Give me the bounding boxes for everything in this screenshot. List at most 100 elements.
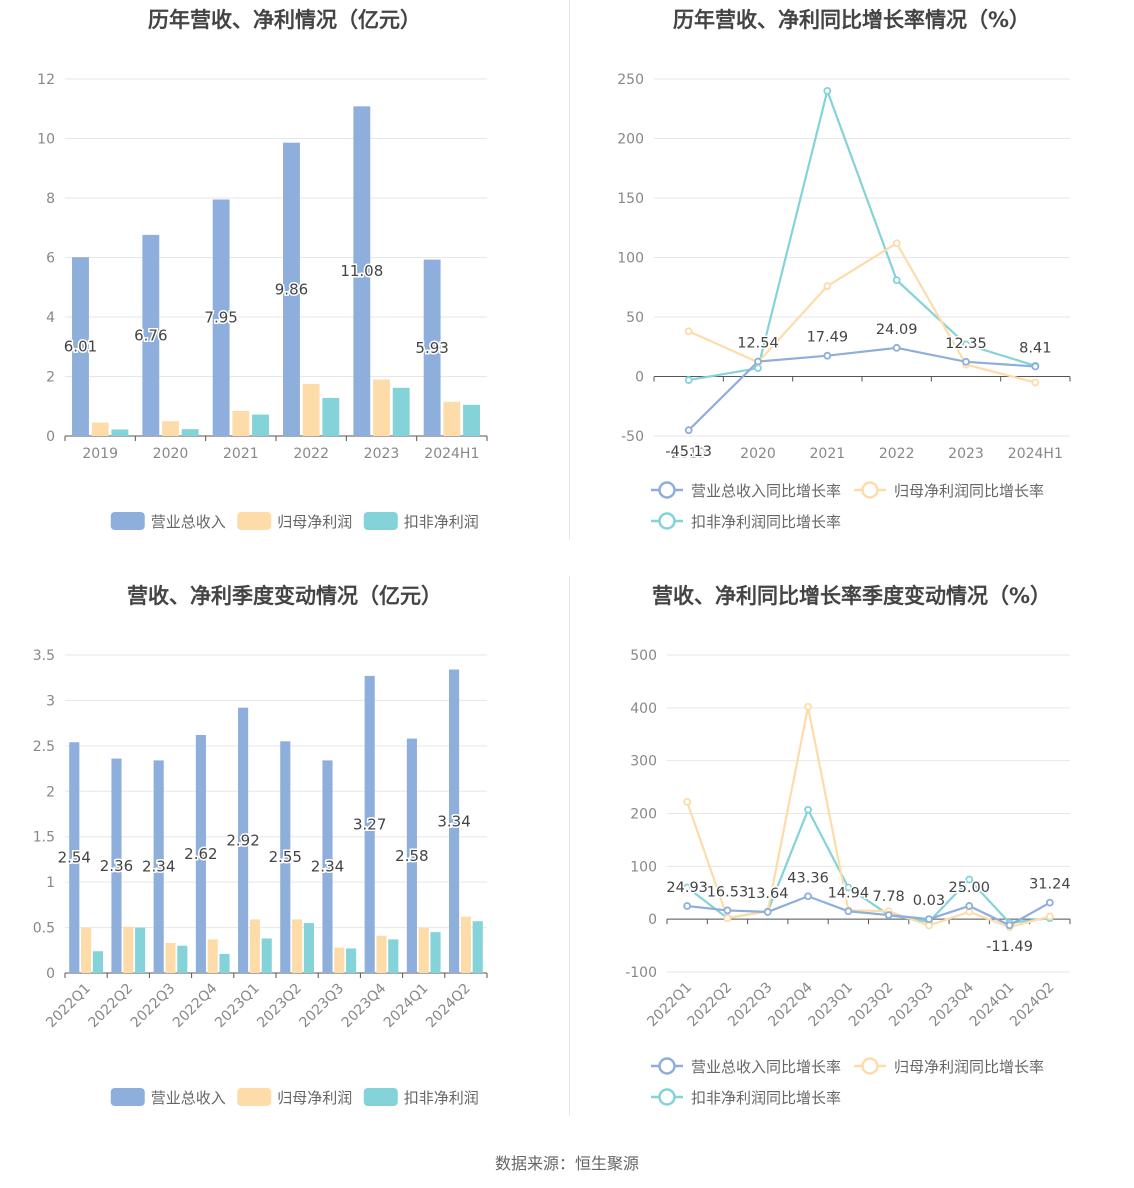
data-label: 5.93 — [415, 339, 448, 357]
bar — [392, 387, 410, 436]
bar — [388, 939, 399, 973]
legend-item: 扣非净利润同比增长率 — [651, 512, 841, 531]
data-point — [925, 915, 933, 924]
y-tick-label: 10 — [37, 132, 55, 148]
data-label: 2.92 — [226, 831, 259, 849]
bar — [153, 760, 164, 973]
data-point — [823, 87, 832, 95]
chart-title: 营收、净利季度变动情况（亿元） — [127, 584, 442, 608]
data-point — [684, 376, 693, 384]
bar — [72, 257, 89, 436]
x-tick-label: 2022 — [879, 446, 915, 462]
y-tick-label: 4 — [46, 310, 55, 326]
y-tick-label: -100 — [625, 965, 657, 981]
bar — [162, 421, 179, 436]
data-point — [844, 883, 853, 892]
y-tick-label: 400 — [630, 701, 657, 717]
y-tick-label: 3 — [46, 693, 55, 709]
data-label: 16.53 — [707, 884, 749, 900]
y-tick-label: 100 — [630, 859, 657, 875]
chart-svg: 0 0.5 1 1.5 2 2.5 3 3.5 2022Q12022Q22022Q32022Q4… — [33, 648, 488, 1107]
data-label: 8.41 — [1019, 340, 1051, 356]
data-label: 25.00 — [948, 880, 990, 896]
bar — [123, 926, 134, 973]
bar — [292, 919, 303, 973]
bar — [406, 738, 417, 973]
data-label: 14.94 — [828, 885, 870, 901]
data-point — [804, 702, 812, 711]
data-label: 12.54 — [737, 336, 779, 352]
series-line — [686, 706, 1051, 929]
y-tick-label: 200 — [617, 132, 644, 148]
legend-swatch — [363, 1088, 398, 1106]
bar — [81, 927, 92, 973]
bar — [249, 919, 260, 973]
bar — [261, 938, 272, 973]
data-point — [892, 239, 901, 248]
data-point — [684, 426, 693, 435]
data-label: 3.34 — [437, 812, 470, 830]
x-tick-label: 2019 — [82, 446, 118, 462]
legend-swatch — [237, 512, 272, 530]
data-source: 数据来源：恒生聚源 — [494, 1154, 639, 1173]
series-line — [688, 241, 1036, 384]
data-point — [683, 902, 692, 910]
divider-bottom — [569, 576, 570, 1116]
data-point — [884, 911, 893, 919]
data-label: 2.36 — [100, 857, 133, 875]
data-point — [1005, 921, 1014, 930]
legend-item: 扣非净利润 — [363, 1088, 479, 1107]
data-point — [1031, 362, 1040, 371]
legend-label: 归母净利润 — [277, 513, 352, 531]
legend-label: 营业总收入同比增长率 — [691, 482, 841, 500]
bar — [353, 106, 371, 437]
y-tick-label: 2 — [46, 784, 55, 800]
legend-swatch — [237, 1088, 272, 1106]
y-tick-label: 1 — [46, 875, 55, 891]
data-point — [683, 797, 692, 806]
x-tick-label: 2023Q4 — [339, 980, 390, 1031]
legend-label: 营业总收入同比增长率 — [691, 1058, 841, 1076]
data-point — [684, 327, 693, 336]
bar — [135, 927, 146, 973]
bar — [252, 414, 269, 436]
data-label: 24.09 — [876, 322, 918, 338]
data-label: 12.35 — [945, 336, 987, 352]
legend-swatch-marker — [861, 1057, 879, 1075]
data-label: 0.03 — [913, 893, 945, 909]
x-tick-label: 2022 — [293, 446, 329, 462]
bar — [443, 401, 461, 436]
bar — [111, 429, 129, 436]
bar — [142, 234, 160, 436]
legend-swatch-marker — [861, 481, 879, 499]
bar — [463, 404, 480, 436]
chart-svg: 0 2 4 6 8 10 12 2019 2020 2021 2022 2023 2024H1 6.01 6… — [37, 72, 488, 531]
x-tick-label: 2024H1 — [424, 446, 479, 462]
bar — [303, 923, 314, 973]
legend-label: 营业总收入 — [151, 513, 226, 531]
y-tick-label: 0 — [46, 966, 55, 982]
data-label: 7.95 — [204, 309, 237, 327]
data-label: 6.01 — [64, 338, 97, 356]
bar — [322, 760, 333, 973]
legend-item: 营业总收入同比增长率 — [651, 481, 841, 500]
y-tick-label: 100 — [617, 251, 644, 267]
chart-title: 历年营收、净利同比增长率情况（%） — [672, 8, 1031, 32]
data-point — [844, 907, 853, 916]
bar — [207, 939, 218, 973]
y-tick-label: 8 — [46, 191, 55, 207]
data-label: 2.62 — [184, 845, 217, 863]
bar — [232, 411, 250, 436]
data-point — [804, 892, 812, 901]
y-tick-label: 1.5 — [33, 830, 55, 846]
quarterly-growth-rate-chart: 营收、净利同比增长率季度变动情况（%） -100 0 100 200 300 400 500… — [569, 576, 1134, 1136]
legend-item: 营业总收入同比增长率 — [651, 1057, 841, 1076]
data-point — [892, 343, 901, 352]
data-label: -11.49 — [986, 939, 1033, 955]
bar — [212, 199, 230, 436]
data-point — [683, 883, 692, 892]
data-point — [925, 921, 933, 930]
data-label: 6.76 — [134, 326, 167, 344]
bar — [69, 742, 80, 973]
bar — [423, 259, 441, 436]
